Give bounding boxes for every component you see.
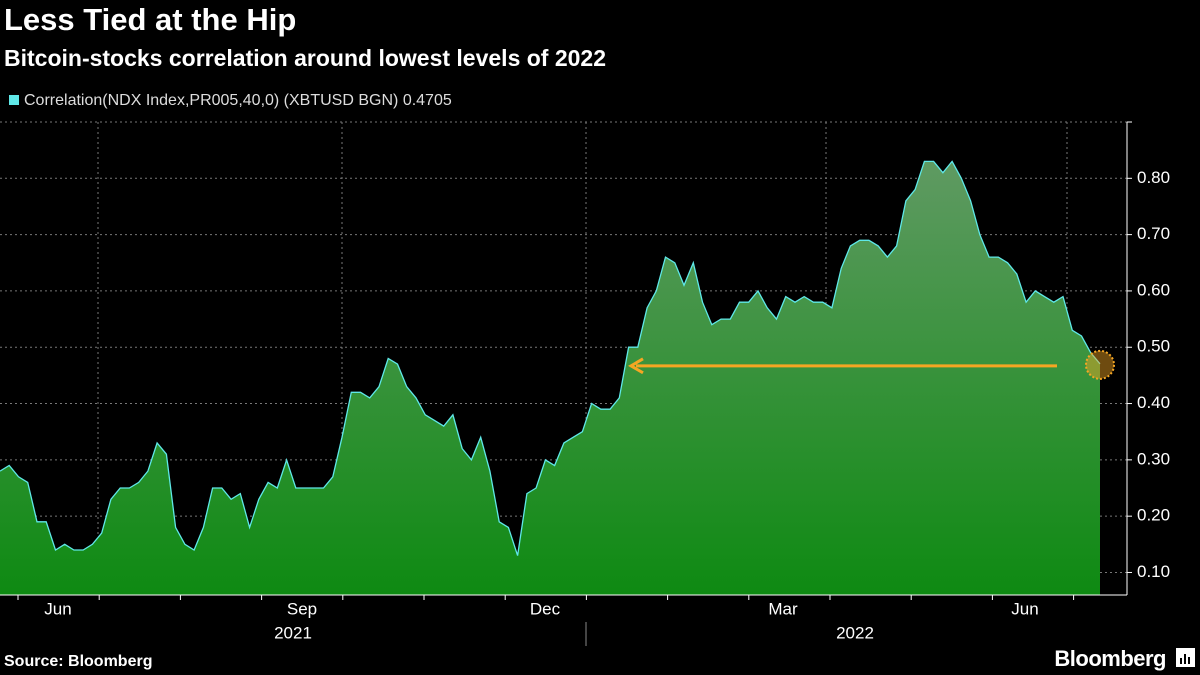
legend-swatch bbox=[9, 95, 19, 105]
y-tick-label: 0.50 bbox=[1137, 337, 1170, 356]
source: Source: Bloomberg bbox=[4, 653, 152, 670]
area bbox=[0, 161, 1100, 595]
y-tick-label: 0.80 bbox=[1137, 168, 1170, 187]
annotation-arrowhead bbox=[628, 357, 644, 375]
annotation-circle bbox=[1085, 349, 1115, 380]
brand: Bloomberg bbox=[1054, 646, 1166, 671]
y-tick-label: 0.70 bbox=[1137, 224, 1170, 243]
y-tick-label: 0.30 bbox=[1137, 449, 1170, 468]
x-tick-label: Jun bbox=[1011, 599, 1038, 618]
x-tick-label: Dec bbox=[530, 599, 561, 618]
chart-subtitle: Bitcoin-stocks correlation around lowest… bbox=[4, 45, 606, 71]
legend-label: Correlation(NDX Index,PR005,40,0) (XBTUS… bbox=[24, 92, 452, 109]
legend-name: Correlation(NDX Index,PR005,40,0) (XBTUS… bbox=[24, 92, 398, 109]
chart-title: Less Tied at the Hip bbox=[4, 2, 296, 37]
y-tick-label: 0.60 bbox=[1137, 280, 1170, 299]
x-tick-label: Mar bbox=[768, 599, 798, 618]
x-tick-label: Jun bbox=[44, 599, 71, 618]
plot-area: 0.10 0.20 0.30 0.40 0.50 0.60 0.70 0.80 Jun Sep De… bbox=[0, 121, 1170, 646]
x-tick-label: Sep bbox=[287, 599, 317, 618]
y-tick-label: 0.10 bbox=[1137, 562, 1170, 581]
legend-value: 0.4705 bbox=[403, 92, 452, 109]
brand-icon bbox=[1176, 648, 1195, 667]
x-year-label: 2022 bbox=[836, 623, 874, 642]
y-tick-label: 0.20 bbox=[1137, 506, 1170, 525]
line bbox=[0, 160, 1101, 556]
y-tick-label: 0.40 bbox=[1137, 393, 1170, 412]
x-year-label: 2021 bbox=[274, 623, 312, 642]
